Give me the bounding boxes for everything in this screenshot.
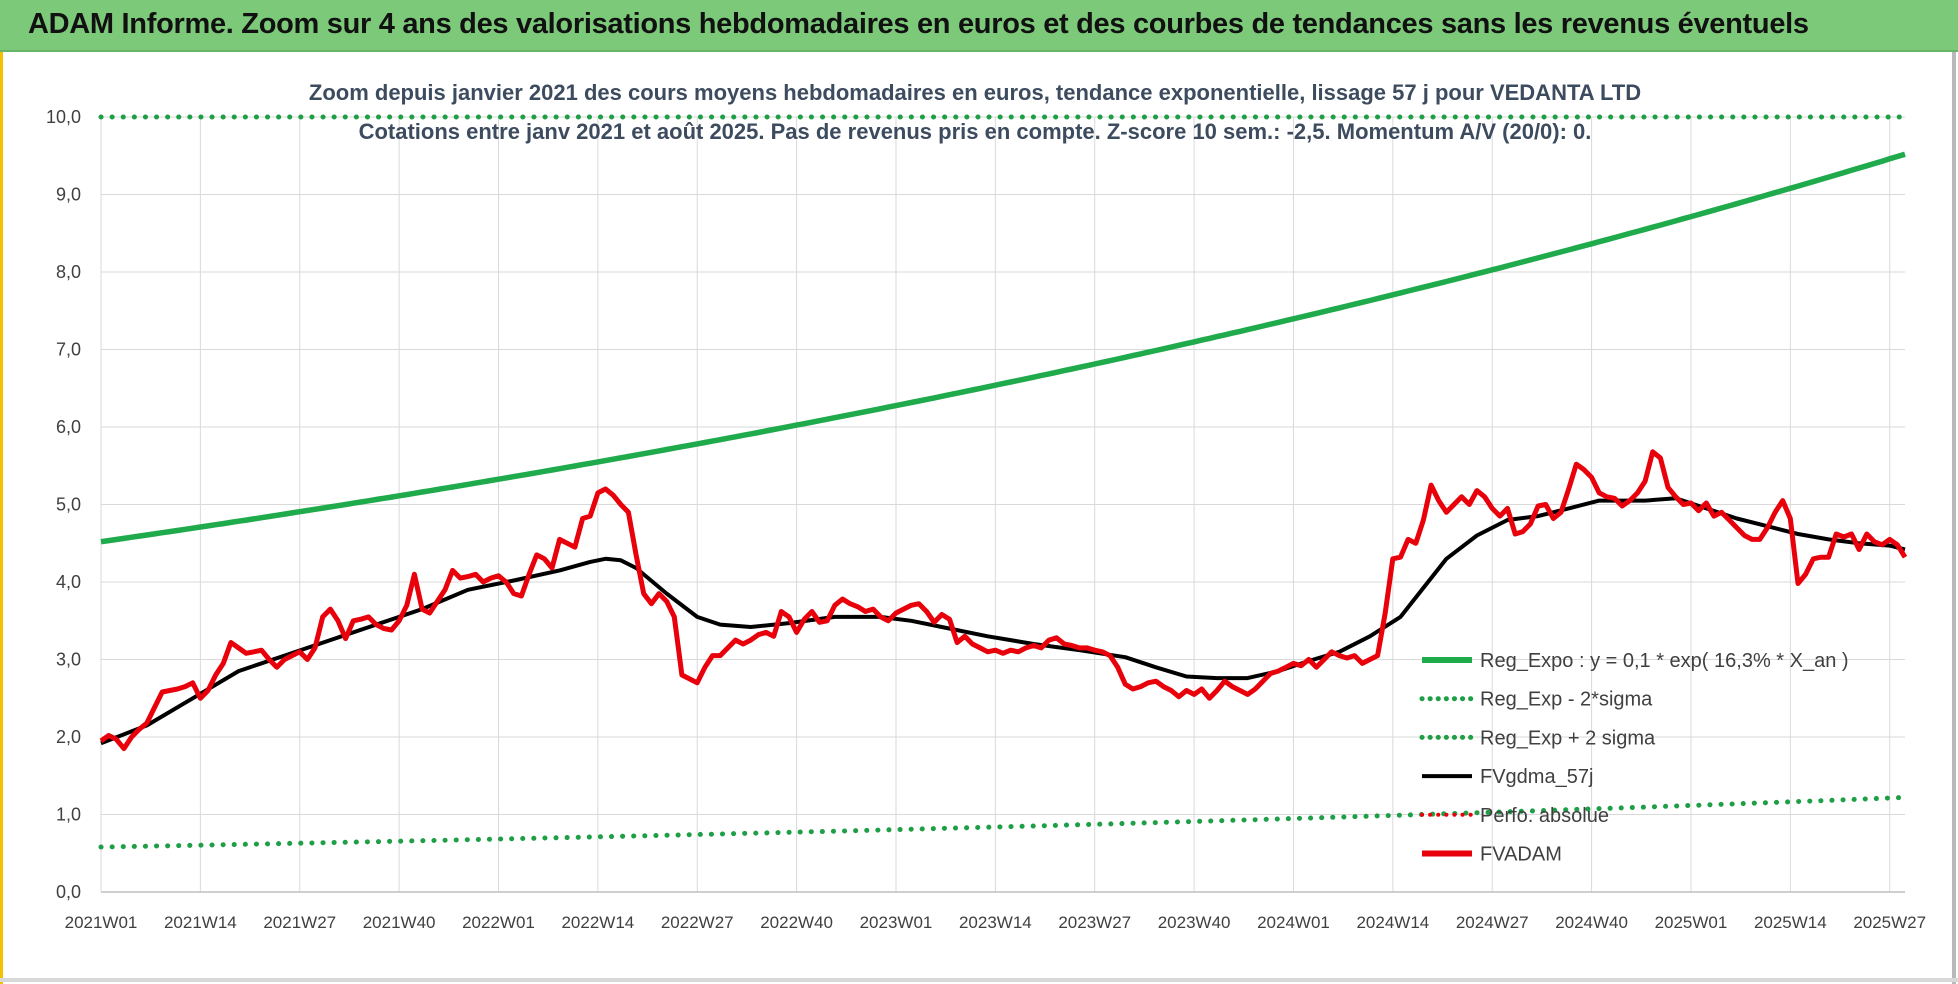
y-tick-label: 5,0 bbox=[56, 495, 81, 515]
x-tick-label: 2021W01 bbox=[65, 913, 138, 932]
y-tick-label: 10,0 bbox=[46, 107, 81, 127]
x-tick-label: 2022W27 bbox=[661, 913, 734, 932]
x-tick-label: 2021W27 bbox=[263, 913, 336, 932]
frame-bottom-border bbox=[0, 978, 1958, 982]
y-tick-label: 3,0 bbox=[56, 650, 81, 670]
series-reg-exp-minus-2sigma bbox=[98, 795, 1908, 850]
x-tick-label: 2022W14 bbox=[561, 913, 634, 932]
chart-title-line2: Cotations entre janv 2021 et août 2025. … bbox=[358, 119, 1592, 144]
title-banner: ADAM Informe. Zoom sur 4 ans des valoris… bbox=[0, 0, 1958, 52]
series-fvadam bbox=[99, 449, 1908, 752]
series-reg-expo bbox=[100, 151, 1906, 545]
y-tick-label: 4,0 bbox=[56, 572, 81, 592]
x-tick-label: 2024W40 bbox=[1555, 913, 1628, 932]
y-tick-label: 8,0 bbox=[56, 262, 81, 282]
x-tick-label: 2021W40 bbox=[363, 913, 436, 932]
x-tick-label: 2022W01 bbox=[462, 913, 535, 932]
x-tick-label: 2025W27 bbox=[1853, 913, 1926, 932]
plot-area bbox=[98, 114, 1908, 850]
legend-label: Perfo. absolue bbox=[1480, 805, 1609, 827]
legend-label: FVADAM bbox=[1480, 844, 1562, 866]
y-tick-label: 9,0 bbox=[56, 185, 81, 205]
x-tick-label: 2025W01 bbox=[1655, 913, 1728, 932]
y-axis-ticks: 0,0 1,0 2,0 3,0 4,0 5,0 6,0 7,0 8,0 9,0 10,0 bbox=[46, 107, 81, 902]
y-tick-label: 2,0 bbox=[56, 727, 81, 747]
legend: Reg_Expo : y = 0,1 * exp( 16,3% * X_an )… bbox=[1419, 650, 1849, 866]
y-tick-label: 1,0 bbox=[56, 805, 81, 825]
x-tick-label: 2023W14 bbox=[959, 913, 1032, 932]
x-tick-label: 2024W27 bbox=[1456, 913, 1529, 932]
legend-label: FVgdma_57j bbox=[1480, 766, 1593, 788]
legend-label: Reg_Exp - 2*sigma bbox=[1480, 689, 1653, 711]
x-tick-label: 2022W40 bbox=[760, 913, 833, 932]
frame-right-border bbox=[1952, 52, 1956, 984]
banner-title: ADAM Informe. Zoom sur 4 ans des valoris… bbox=[28, 8, 1809, 40]
x-axis-ticks: 2021W01 2021W14 2021W27 2021W40 2022W01 2022W… bbox=[65, 913, 1926, 932]
x-tick-label: 2021W14 bbox=[164, 913, 237, 932]
chart-title-line1: Zoom depuis janvier 2021 des cours moyen… bbox=[308, 80, 1642, 105]
legend-label: Reg_Exp + 2 sigma bbox=[1480, 727, 1656, 749]
y-tick-label: 7,0 bbox=[56, 340, 81, 360]
x-tick-label: 2025W14 bbox=[1754, 913, 1827, 932]
frame-left-border bbox=[0, 52, 3, 984]
x-tick-label: 2024W14 bbox=[1356, 913, 1429, 932]
y-tick-label: 6,0 bbox=[56, 417, 81, 437]
x-tick-label: 2023W27 bbox=[1058, 913, 1131, 932]
y-tick-label: 0,0 bbox=[56, 882, 81, 902]
legend-label: Reg_Expo : y = 0,1 * exp( 16,3% * X_an ) bbox=[1480, 650, 1849, 672]
x-tick-label: 2023W01 bbox=[860, 913, 933, 932]
x-tick-label: 2023W40 bbox=[1158, 913, 1231, 932]
x-tick-label: 2024W01 bbox=[1257, 913, 1330, 932]
